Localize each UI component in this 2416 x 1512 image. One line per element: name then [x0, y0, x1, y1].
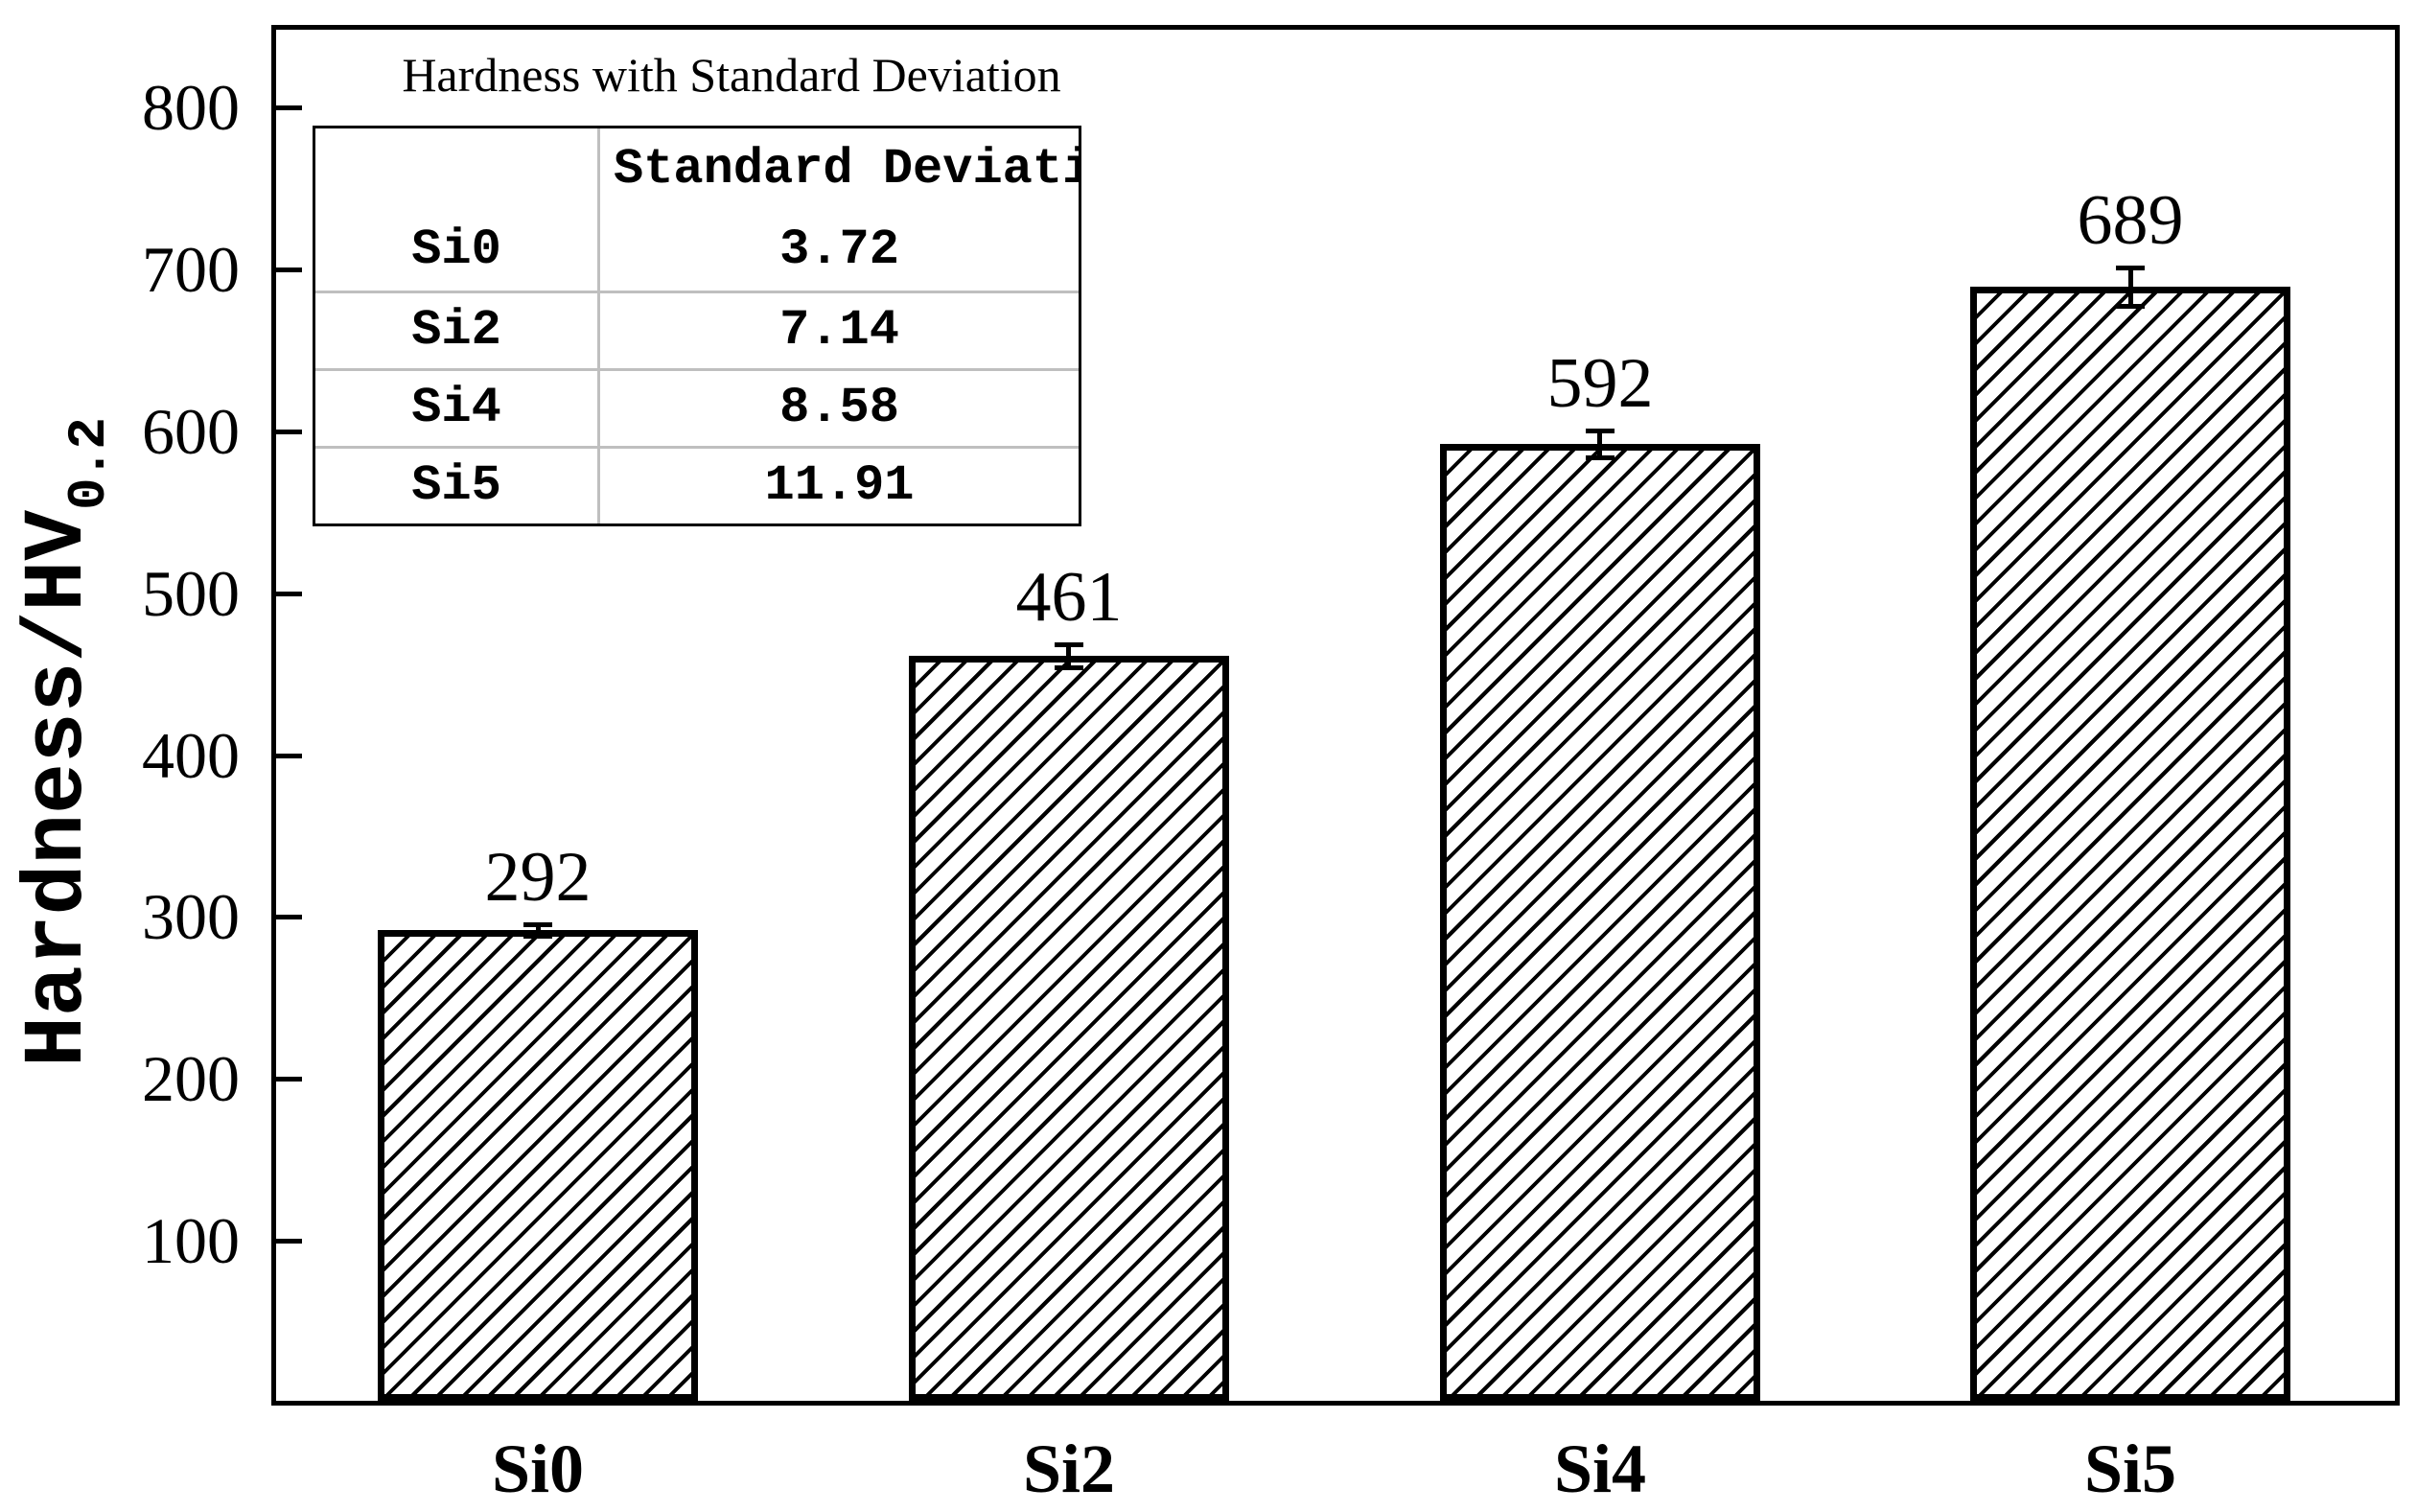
- inset-table-header-empty: [315, 128, 597, 213]
- y-tick-mark: [276, 268, 302, 272]
- bar-si2: [909, 656, 1229, 1401]
- inset-table-title: Hardness with Standard Deviation: [402, 48, 1061, 102]
- y-tick-mark: [276, 430, 302, 434]
- inset-table-sample-cell: Si4: [411, 380, 501, 436]
- y-tick-mark: [276, 1239, 302, 1244]
- error-bar-cap-top-si2: [1055, 642, 1083, 647]
- y-tick-mark: [276, 1077, 302, 1082]
- inset-table: Standard Deviati Si0 3.72 Si2 7.14 Si4 8.58 Si…: [313, 126, 1081, 526]
- y-tick-label: 600: [142, 395, 240, 468]
- y-tick-label: 700: [142, 233, 240, 306]
- inset-table-sample-cell: Si5: [411, 457, 501, 514]
- y-tick-label: 400: [142, 719, 240, 792]
- error-bar-si0: [536, 924, 541, 937]
- error-bar-cap-bottom-si4: [1586, 455, 1615, 460]
- y-tick-mark: [276, 915, 302, 919]
- x-tick-label-si4: Si4: [1553, 1431, 1647, 1507]
- y-tick-label: 200: [142, 1042, 240, 1115]
- inset-table-sample-cell: Si0: [411, 221, 501, 278]
- x-tick-label-si0: Si0: [491, 1431, 585, 1507]
- bar-si5: [1970, 287, 2290, 1401]
- bar-value-label-si4: 592: [1546, 344, 1654, 423]
- y-tick-label: 300: [142, 880, 240, 953]
- y-tick-label: 500: [142, 557, 240, 630]
- error-bar-si5: [2128, 268, 2133, 306]
- inset-table-sd-cell: 3.72: [597, 213, 1079, 291]
- bar-si0: [378, 930, 698, 1401]
- error-bar-cap-bottom-si5: [2116, 304, 2145, 309]
- error-bar-cap-bottom-si2: [1055, 665, 1083, 670]
- inset-table-header-row: Standard Deviati: [315, 128, 1079, 213]
- error-bar-si4: [1597, 430, 1602, 458]
- inset-table-sample-cell: Si2: [411, 302, 501, 359]
- y-tick-label: 100: [142, 1204, 240, 1277]
- inset-table-sd-cell: 8.58: [597, 371, 1079, 446]
- error-bar-cap-top-si4: [1586, 429, 1615, 433]
- inset-table-body: Si0 3.72 Si2 7.14 Si4 8.58 Si5 11.91: [315, 213, 1079, 523]
- y-tick-mark: [276, 105, 302, 110]
- y-tick-mark: [276, 754, 302, 758]
- error-bar-cap-bottom-si0: [523, 934, 552, 939]
- bar-value-label-si5: 689: [2077, 181, 2184, 260]
- inset-table-sd-cell: 7.14: [597, 293, 1079, 368]
- inset-table-header-sd: Standard Deviati: [597, 128, 1079, 213]
- x-tick-label-si5: Si5: [2083, 1431, 2177, 1507]
- y-tick-label: 800: [142, 71, 240, 144]
- inset-table-row-si4: Si4 8.58: [315, 368, 1079, 446]
- error-bar-cap-top-si5: [2116, 266, 2145, 270]
- bar-value-label-si2: 461: [1015, 558, 1123, 637]
- y-tick-mark: [276, 592, 302, 596]
- inset-table-row-si2: Si2 7.14: [315, 291, 1079, 368]
- bar-value-label-si0: 292: [484, 838, 592, 917]
- error-bar-cap-top-si0: [523, 922, 552, 927]
- error-bar-si2: [1066, 644, 1071, 667]
- inset-table-row-si5: Si5 11.91: [315, 446, 1079, 523]
- inset-table-row-si0: Si0 3.72: [315, 213, 1079, 291]
- x-tick-label-si2: Si2: [1022, 1431, 1116, 1507]
- inset-table-sd-cell: 11.91: [597, 449, 1079, 523]
- bar-si4: [1440, 444, 1760, 1401]
